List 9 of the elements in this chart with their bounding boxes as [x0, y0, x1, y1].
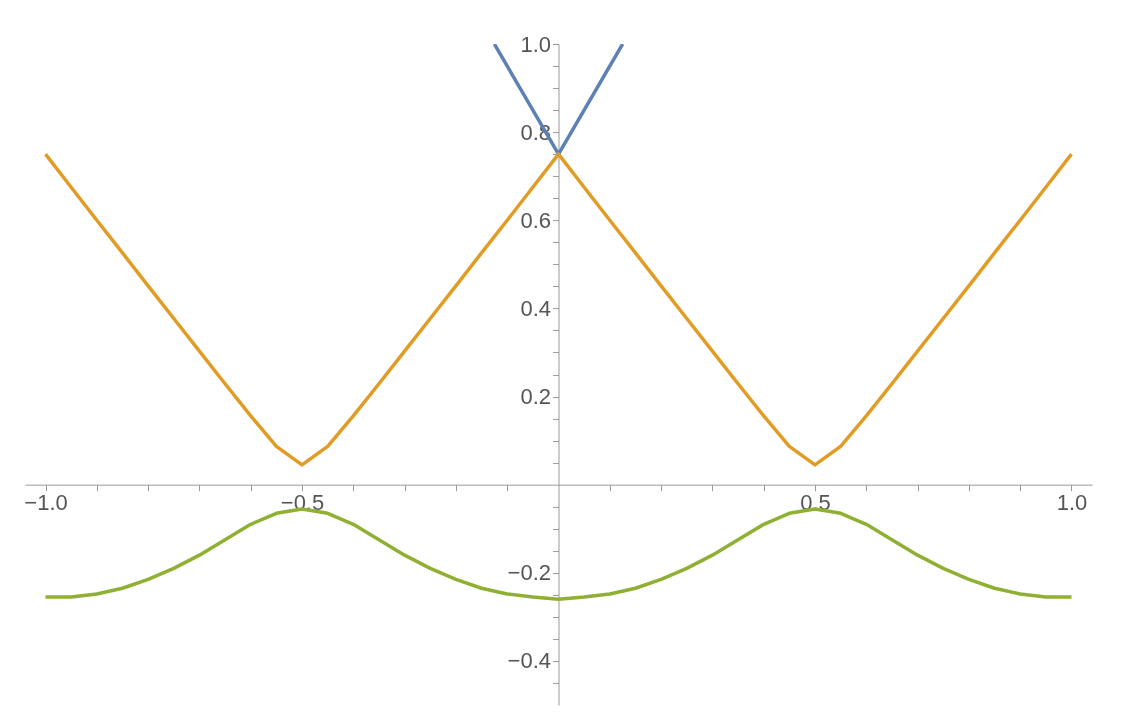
y-tick-label: 0.2	[520, 384, 551, 410]
y-tick-label: 0.4	[520, 295, 551, 321]
y-tick-label: −0.4	[507, 648, 551, 674]
y-tick-label: 0.6	[520, 207, 551, 233]
x-tick-label: −1.0	[24, 490, 68, 516]
x-tick-label: 1.0	[1056, 490, 1088, 516]
y-tick-label: −0.2	[507, 560, 551, 586]
y-tick-label: 1.0	[520, 31, 551, 57]
line-series	[43, 152, 1074, 467]
